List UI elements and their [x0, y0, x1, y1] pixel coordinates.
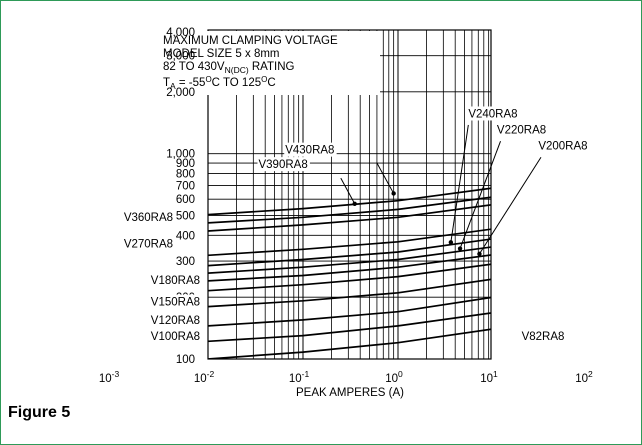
leader-arrowhead: [457, 246, 463, 251]
x-tick-label: 10-3: [99, 369, 120, 385]
figure-caption: Figure 5: [8, 404, 71, 421]
leader-arrowhead: [352, 201, 357, 206]
annotation-backing: [149, 313, 203, 328]
series-annotation-label: V150RA8: [151, 297, 200, 309]
series-line-v82ra8: [208, 328, 491, 359]
annotation-leaders: [340, 124, 542, 257]
annotation-backing: [149, 294, 203, 309]
y-tick-label: 400: [176, 230, 195, 242]
series-annotation-label: V220RA8: [497, 125, 546, 137]
annotation-backing: [257, 157, 310, 172]
x-tick-label: 10-1: [289, 369, 310, 385]
x-tick-label: 100: [385, 369, 403, 385]
annotation-backing: [537, 138, 590, 153]
series-line-v270ra8: [208, 228, 491, 257]
x-tick-label: 102: [575, 369, 593, 385]
y-tick-label: 900: [176, 158, 195, 170]
y-tick-label: 300: [176, 256, 195, 268]
series-line-v430ra8: [208, 187, 491, 216]
y-tick-label: 600: [176, 194, 195, 206]
series-annotations: V240RA8 V220RA8 V200RA8 V430RA8 V390RA8 V360R…: [122, 106, 590, 343]
series-annotation-label: V82RA8: [522, 331, 565, 343]
y-tick-label: 2,000: [166, 87, 195, 99]
series-line-v100ra8: [208, 312, 491, 343]
series-annotation-label: V240RA8: [468, 108, 517, 120]
leader-line: [459, 140, 501, 249]
series-annotation-label: V270RA8: [124, 238, 173, 250]
series-annotation-label: V180RA8: [151, 275, 200, 287]
annotation-backing: [467, 106, 520, 121]
series-line-v390ra8: [208, 196, 491, 224]
annotation-backing: [149, 328, 203, 343]
plot-border: [207, 29, 492, 360]
x-tick-labels: 10-310-210-110010110210310: [99, 369, 593, 385]
annotation-backing: [149, 272, 203, 287]
leader-line: [450, 124, 469, 243]
title-box: [158, 31, 380, 95]
series-annotation-label: V200RA8: [538, 140, 587, 152]
annotation-backing: [122, 209, 176, 224]
leader-line: [376, 162, 395, 194]
annotation-backing: [122, 236, 176, 251]
y-tick-label: 1,000: [166, 149, 195, 161]
series-line-v150ra8: [208, 278, 491, 308]
y-tick-label: 100: [176, 354, 195, 366]
chart-temp-line: TA = -55OC TO 125OC: [163, 75, 276, 91]
y-tick-label: 500: [176, 210, 195, 222]
annotation-backing: [284, 142, 337, 157]
y-tick-label: 800: [176, 169, 195, 181]
series-annotation-label: V390RA8: [258, 159, 307, 171]
series-line-v240ra8: [208, 238, 491, 267]
chart-title-line: MODEL SIZE 5 x 8mm: [163, 48, 280, 60]
annotation-backing: [495, 122, 549, 137]
series-line-v360ra8: [208, 204, 491, 232]
series-line-v220ra8: [208, 246, 491, 274]
leader-arrowhead: [391, 191, 396, 196]
chart-title-line: MAXIMUM CLAMPING VOLTAGE: [163, 35, 338, 47]
leader-arrowhead: [477, 251, 482, 257]
leader-line: [479, 157, 542, 255]
series-annotation-label: V360RA8: [124, 212, 173, 224]
chart-rating-line: 82 TO 430VN(DC) RATING: [163, 61, 295, 75]
x-tick-label: 101: [480, 369, 498, 385]
y-tick-label: 700: [176, 180, 195, 192]
x-tick-label: 10-2: [194, 369, 215, 385]
series-line-v200ra8: [208, 254, 491, 282]
y-tick-label: 3,000: [166, 51, 195, 63]
leader-arrowhead: [448, 240, 454, 245]
x-axis-label: PEAK AMPERES (A): [296, 387, 404, 399]
annotation-backing: [520, 328, 566, 343]
series-annotation-label: V430RA8: [285, 145, 334, 157]
y-tick-label: 4,000: [166, 27, 195, 39]
series-group: [208, 187, 491, 359]
leader-line: [340, 177, 356, 205]
series-line-v120ra8: [208, 296, 491, 327]
series-annotation-label: V100RA8: [151, 331, 200, 343]
series-annotation-label: V120RA8: [151, 315, 200, 327]
series-line-v180ra8: [208, 263, 491, 292]
